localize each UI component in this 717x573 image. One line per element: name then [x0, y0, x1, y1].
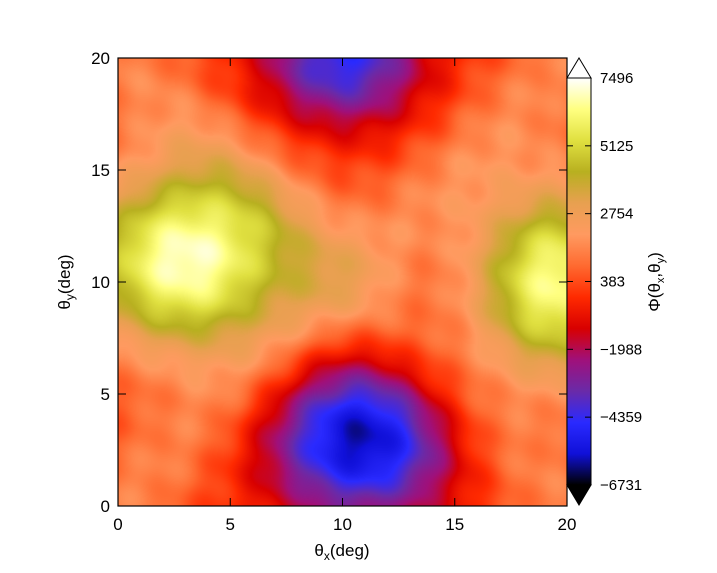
colorbar-tick-label: −4359	[600, 409, 642, 426]
y-axis-title: θy(deg)	[55, 254, 77, 309]
colorbar-tick-label: 5125	[600, 138, 633, 155]
y-axis: 0 5 10 15 20	[91, 49, 567, 516]
colorbar-tick-label: 383	[600, 273, 625, 290]
x-axis: 0 5 10 15 20	[113, 58, 576, 534]
colorbar-tick-label: −1988	[600, 341, 642, 358]
y-tick-label: 10	[91, 273, 110, 292]
colorbar-tick-label: 7496	[600, 70, 633, 87]
colorbar-tick-label: 2754	[600, 206, 633, 223]
plot-area	[117, 57, 568, 507]
x-axis-title: θx(deg)	[314, 541, 369, 563]
y-tick-label: 0	[101, 497, 110, 516]
heatmap-canvas-wrapper	[118, 58, 567, 506]
colorbar-max-arrow	[566, 57, 592, 79]
x-tick-label: 10	[333, 515, 352, 534]
x-tick-label: 5	[226, 515, 235, 534]
colorbar-tick-label: −6731	[600, 477, 642, 494]
colorbar-min-arrow	[566, 484, 592, 506]
x-tick-label: 20	[558, 515, 577, 534]
x-tick-label: 15	[445, 515, 464, 534]
colorbar-ticks: 7496 5125 2754 383 −1988 −4359 −6731	[567, 70, 642, 494]
colorbar-title: Φ(θx,θy)	[645, 252, 667, 312]
y-tick-label: 15	[91, 161, 110, 180]
heatmap-canvas	[118, 58, 567, 506]
x-tick-label: 0	[113, 515, 122, 534]
colorbar: 7496 5125 2754 383 −1988 −4359 −6731 Φ(θx,θy)	[566, 57, 667, 506]
y-tick-label: 5	[101, 385, 110, 404]
y-tick-label: 20	[91, 49, 110, 68]
